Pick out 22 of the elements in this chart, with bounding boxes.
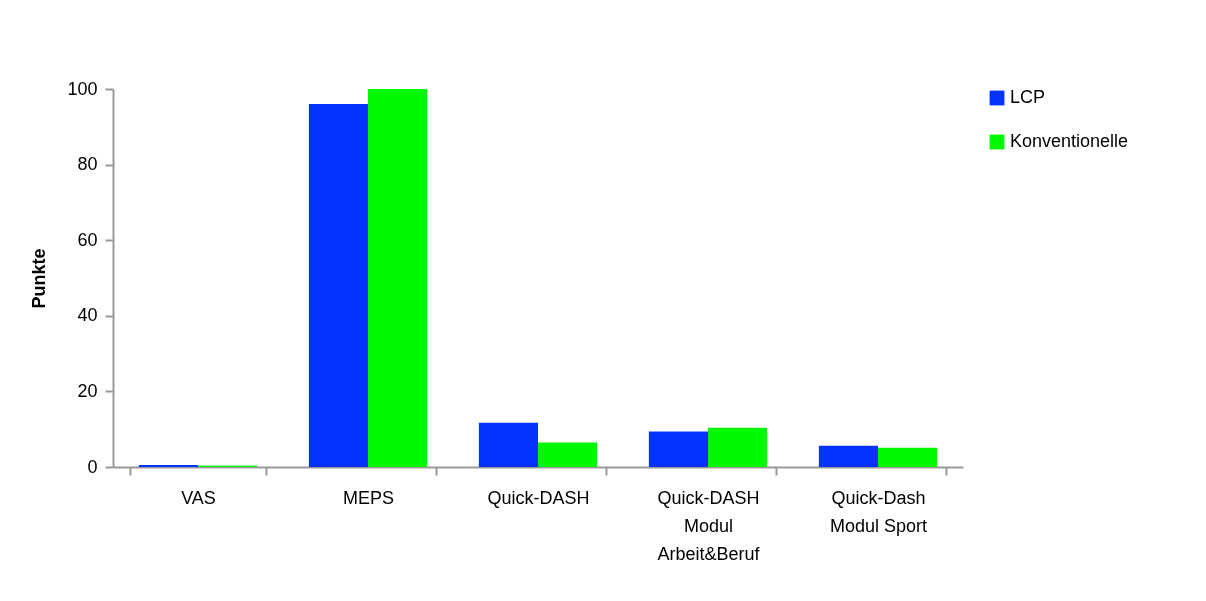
y-tick-label: 80 xyxy=(77,154,98,175)
x-tick-label: Quick-DASH Modul Arbeit&Beruf xyxy=(657,487,761,564)
y-tick-label: 100 xyxy=(67,78,98,99)
x-tick-label: VAS xyxy=(181,487,216,508)
x-tick-label: Quick-Dash Modul Sport xyxy=(829,487,928,536)
x-tick-label: MEPS xyxy=(342,487,395,508)
bar xyxy=(648,431,708,467)
bar xyxy=(308,104,368,467)
y-tick-label: 40 xyxy=(77,305,98,326)
bar xyxy=(878,447,938,467)
bar xyxy=(708,427,768,467)
y-tick-label: 0 xyxy=(87,456,98,477)
legend-label: Konventionelle xyxy=(1010,131,1129,151)
bar xyxy=(478,422,538,467)
y-axis-title: Punkte xyxy=(29,248,50,309)
x-tick-label: Quick-DASH xyxy=(487,487,590,508)
y-tick-label: 60 xyxy=(77,229,98,250)
legend-label: LCP xyxy=(1010,87,1046,107)
y-tick-label: 20 xyxy=(77,380,98,401)
bar xyxy=(538,442,598,467)
bar xyxy=(818,445,878,467)
bar xyxy=(368,89,428,467)
